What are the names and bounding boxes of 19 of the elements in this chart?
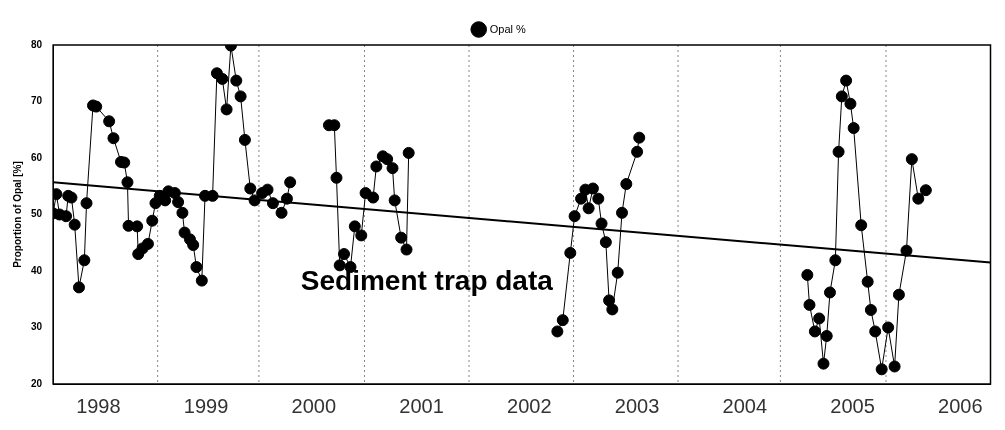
y-tick-label: 40 bbox=[31, 264, 43, 276]
y-tick-label: 70 bbox=[31, 95, 43, 107]
legend-label: Opal % bbox=[489, 22, 527, 35]
x-tick-label: 2004 bbox=[722, 394, 768, 417]
x-tick-label: 1999 bbox=[183, 394, 229, 417]
x-tick-label: 1998 bbox=[76, 394, 121, 417]
y-tick-label: 30 bbox=[31, 321, 43, 333]
y-tick-label: 50 bbox=[31, 208, 43, 220]
annotation: Sediment trap data bbox=[300, 265, 554, 297]
x-tick-label: 2002 bbox=[507, 394, 552, 417]
y-axis-title: Proportion of Opal [%] bbox=[11, 161, 23, 268]
x-tick-label: 2005 bbox=[830, 394, 875, 417]
y-tick-label: 20 bbox=[31, 377, 43, 389]
y-tick-label: 80 bbox=[31, 38, 43, 50]
x-tick-label: 2001 bbox=[399, 394, 444, 417]
x-tick-label: 2006 bbox=[938, 394, 983, 417]
x-tick-label: 2000 bbox=[291, 394, 337, 417]
y-tick-label: 60 bbox=[31, 151, 43, 163]
x-tick-label: 2003 bbox=[614, 394, 660, 417]
